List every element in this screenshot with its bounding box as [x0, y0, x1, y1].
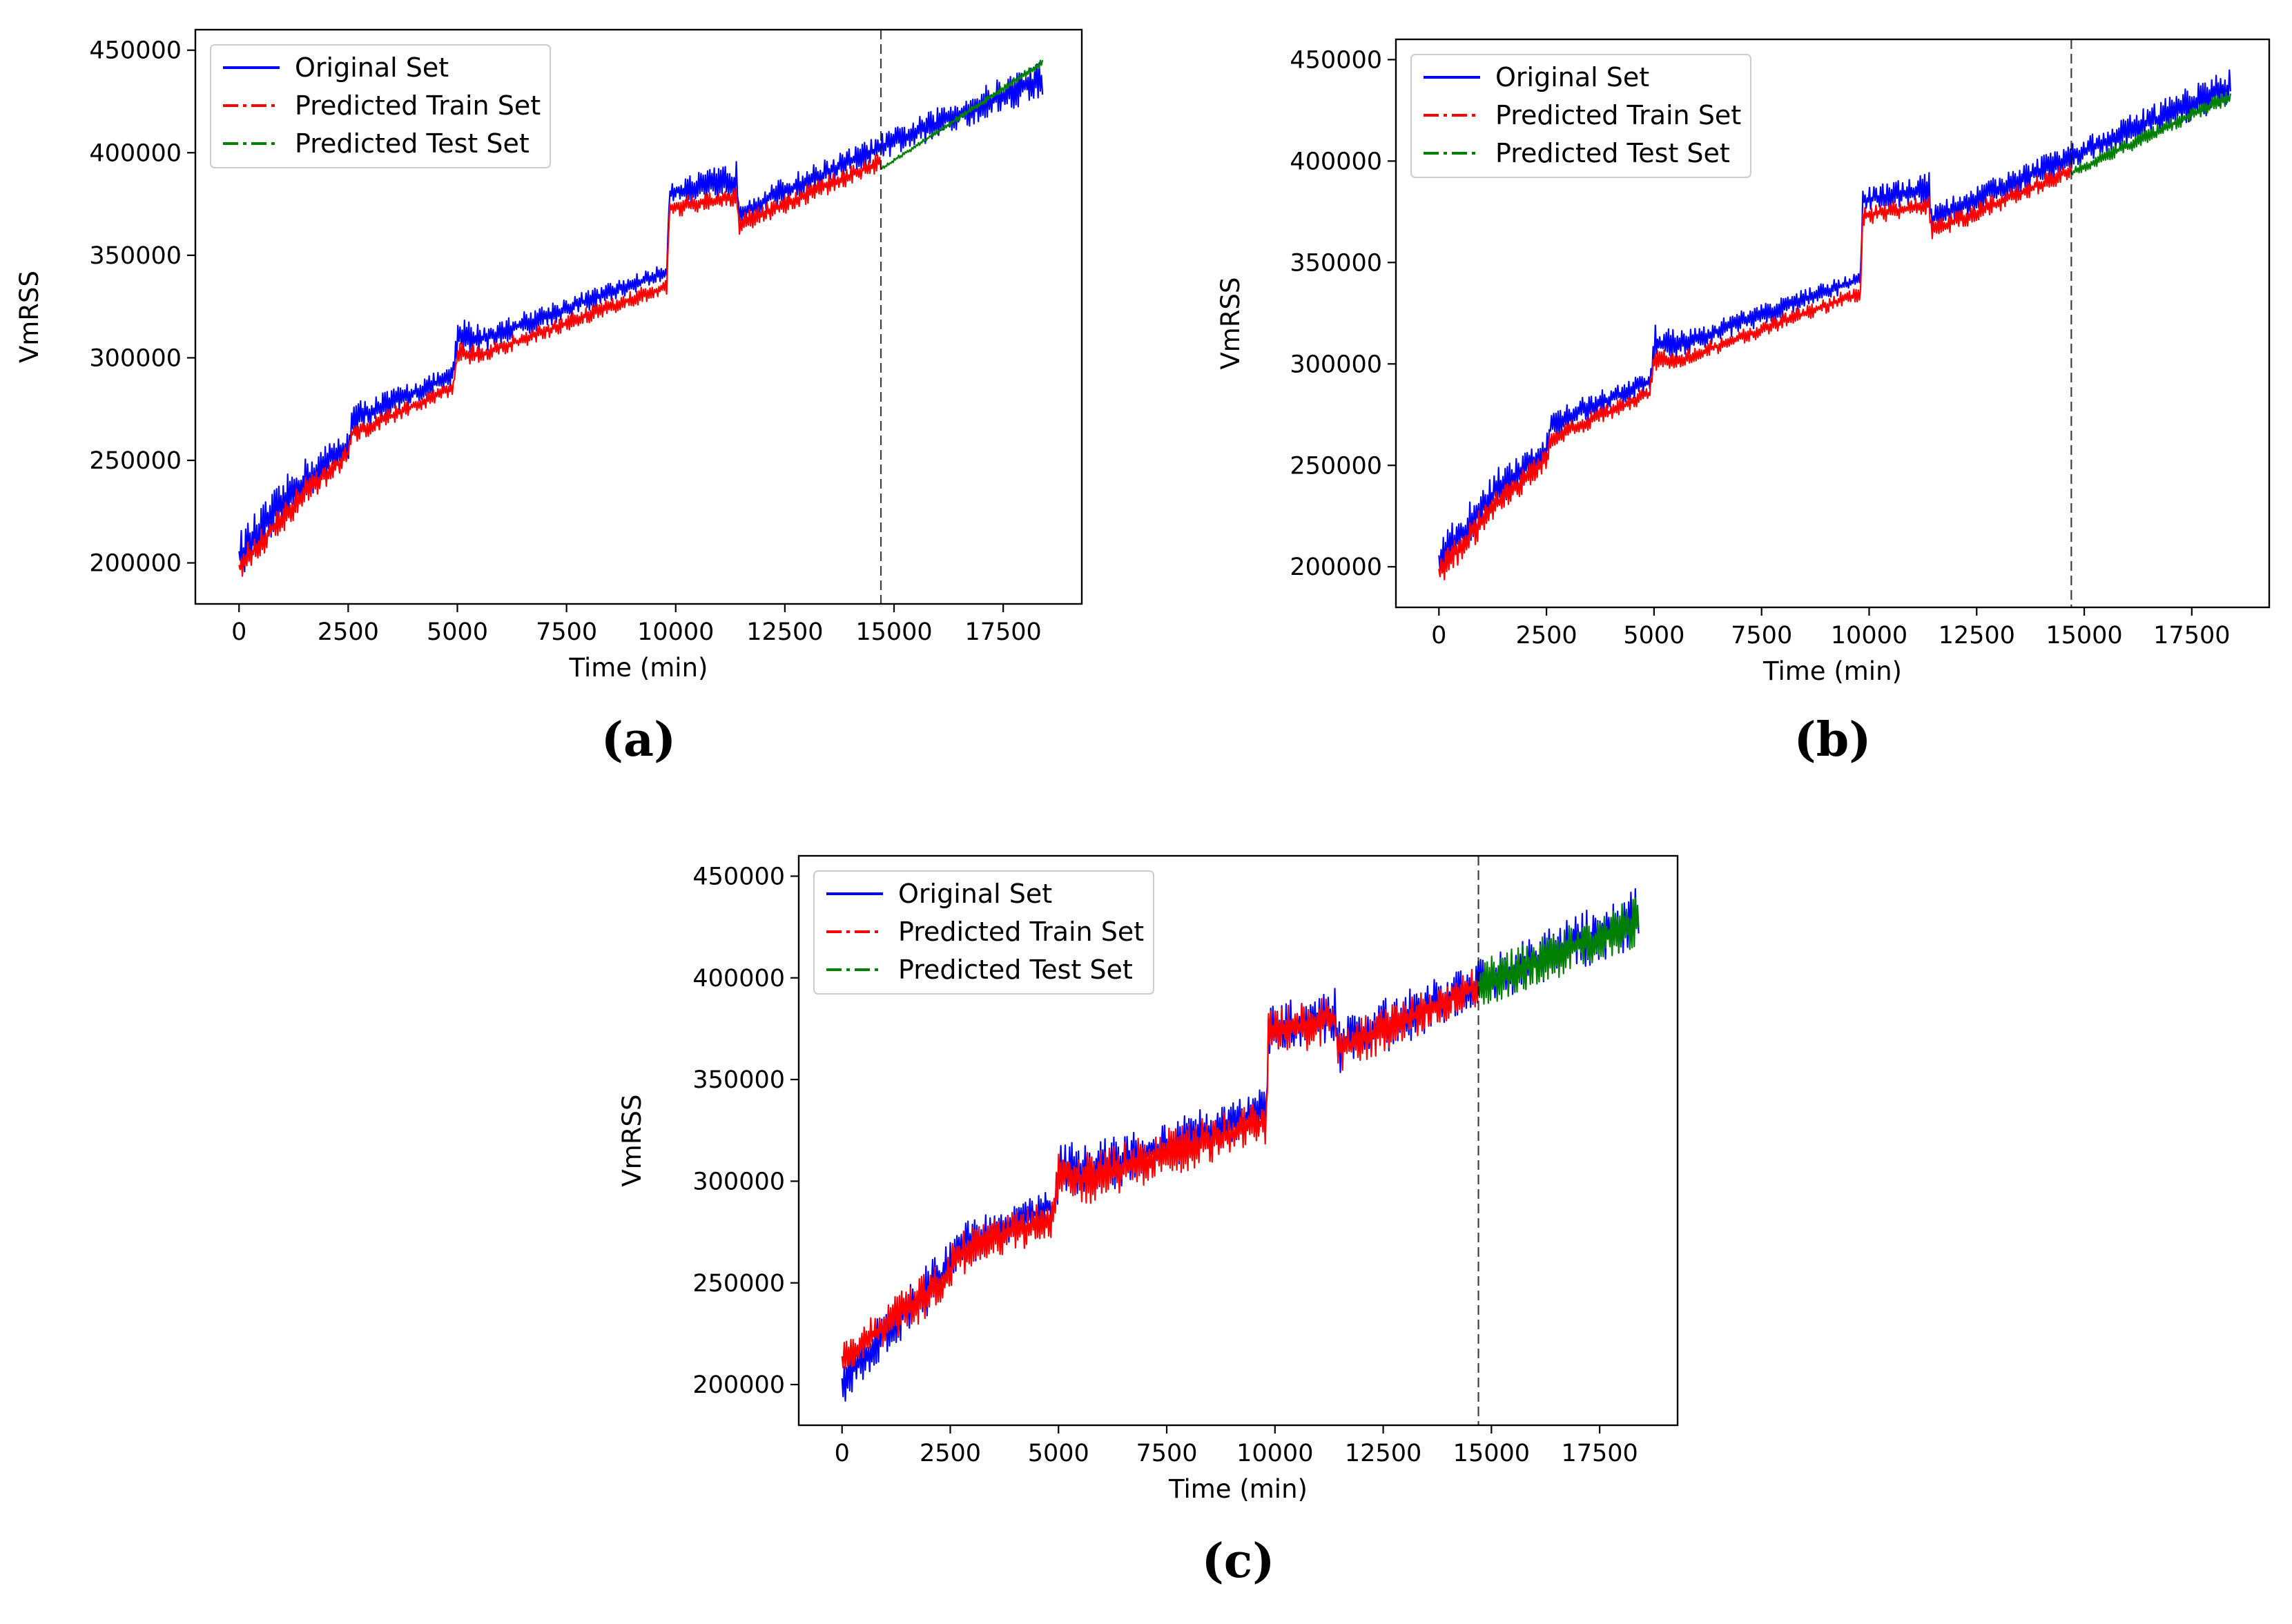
panel-b: 0 2500 5000 7500 10000 12500 15000 17500 200000 2…	[1216, 38, 2271, 767]
x-tick-label: 15000	[855, 618, 932, 646]
legend-box	[1410, 54, 1751, 178]
y-tick-label: 450000	[1290, 46, 1382, 74]
series-original-line	[841, 888, 1640, 1402]
y-tick-label: 350000	[89, 242, 182, 270]
legend-label-test: Predicted Test Set	[898, 955, 1133, 985]
x-tick-label: 5000	[427, 618, 488, 646]
legend-label-original: Original Set	[295, 52, 449, 83]
series-test-line	[880, 59, 1044, 170]
x-tick-label: 12500	[1939, 622, 2015, 649]
legend-label-train: Predicted Train Set	[295, 90, 541, 121]
x-tick-label: 0	[1431, 622, 1446, 649]
series-train-line	[238, 154, 882, 577]
x-tick-label: 5000	[1623, 622, 1684, 649]
y-tick-label: 450000	[89, 37, 182, 65]
axes-frame	[1395, 38, 2271, 609]
series-train-line	[841, 968, 1479, 1370]
y-tick-label: 250000	[1290, 452, 1382, 480]
x-tick-label: 15000	[1453, 1440, 1530, 1467]
y-tick-label: 300000	[692, 1168, 785, 1195]
x-tick-label: 7500	[1136, 1440, 1197, 1467]
x-tick-label: 17500	[2153, 622, 2230, 649]
y-tick-label: 200000	[692, 1371, 785, 1399]
x-tick-label: 2500	[318, 618, 379, 646]
series-original-line	[238, 62, 1044, 576]
y-tick-label: 300000	[1290, 351, 1382, 378]
x-tick-label: 15000	[2046, 622, 2122, 649]
panel-a: 0 2500 5000 7500 10000 12500 15000 17500 200000 2…	[14, 28, 1083, 767]
panel-label: (a)	[601, 712, 676, 767]
x-tick-label: 7500	[1731, 622, 1792, 649]
y-tick-label: 400000	[89, 139, 182, 167]
x-tick-label: 12500	[746, 618, 823, 646]
y-axis-label: VmRSS	[1216, 277, 1245, 369]
panel-label: (c)	[1202, 1534, 1275, 1589]
y-tick-label: 200000	[1290, 554, 1382, 581]
panel-c: 0 2500 5000 7500 10000 12500 15000 17500 200000 2…	[617, 854, 1679, 1589]
x-tick-label: 12500	[1345, 1440, 1421, 1467]
plot-area	[841, 888, 1640, 1402]
axes-frame	[797, 854, 1679, 1427]
series-original-line	[1438, 69, 2231, 571]
x-tick-label: 10000	[637, 618, 714, 646]
x-tick-label: 10000	[1236, 1440, 1313, 1467]
plot-area	[238, 59, 1044, 577]
panel-label: (b)	[1794, 712, 1872, 767]
legend-label-test: Predicted Test Set	[295, 128, 530, 159]
legend: Original Set Predicted Train Set Predicted…	[1410, 54, 1751, 178]
x-tick-label: 17500	[964, 618, 1041, 646]
x-axis-label: Time (min)	[1168, 1474, 1308, 1504]
legend-label-test: Predicted Test Set	[1495, 138, 1730, 168]
y-tick-label: 350000	[692, 1066, 785, 1094]
axes-frame	[194, 28, 1083, 605]
series-test-line	[1477, 897, 1640, 1005]
x-axis-label: Time (min)	[569, 653, 708, 683]
x-tick-label: 0	[835, 1440, 850, 1467]
x-tick-label: 2500	[920, 1440, 981, 1467]
legend: Original Set Predicted Train Set Predicted…	[813, 870, 1154, 995]
legend-label-original: Original Set	[1495, 62, 1649, 92]
y-tick-label: 450000	[692, 863, 785, 890]
x-axis-label: Time (min)	[1762, 656, 1902, 686]
series-train-line	[1438, 163, 2072, 580]
y-axis-label: VmRSS	[617, 1094, 647, 1186]
legend-box	[210, 44, 551, 168]
y-tick-label: 400000	[692, 965, 785, 992]
x-tick-label: 2500	[1516, 622, 1577, 649]
legend: Original Set Predicted Train Set Predicted…	[210, 44, 551, 168]
x-tick-label: 5000	[1028, 1440, 1089, 1467]
y-axis-label: VmRSS	[14, 271, 44, 363]
x-tick-label: 10000	[1831, 622, 1907, 649]
y-tick-label: 200000	[89, 550, 182, 578]
y-tick-label: 300000	[89, 344, 182, 372]
y-tick-label: 400000	[1290, 148, 1382, 175]
y-tick-label: 350000	[1290, 249, 1382, 277]
x-tick-label: 0	[231, 618, 246, 646]
legend-label-train: Predicted Train Set	[1495, 100, 1741, 130]
x-tick-label: 7500	[536, 618, 597, 646]
legend-box	[813, 870, 1154, 995]
x-tick-label: 17500	[1561, 1440, 1638, 1467]
legend-label-train: Predicted Train Set	[898, 917, 1144, 947]
y-tick-label: 250000	[89, 447, 182, 475]
series-test-line	[2070, 91, 2231, 176]
legend-label-original: Original Set	[898, 879, 1052, 909]
y-tick-label: 250000	[692, 1270, 785, 1298]
plot-area	[1438, 69, 2231, 580]
